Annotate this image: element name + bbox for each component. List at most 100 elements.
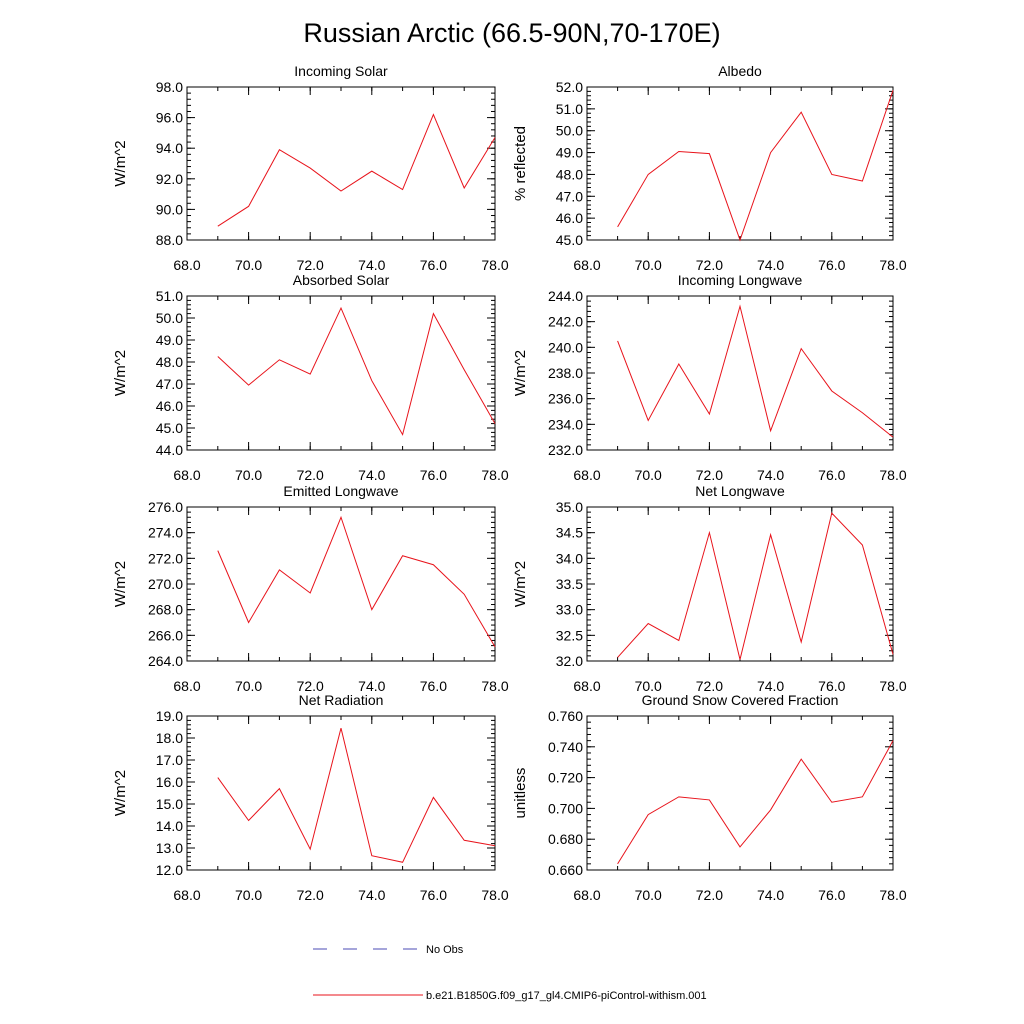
x-tick-label: 70.0	[235, 678, 262, 694]
y-tick-label: 49.0	[156, 332, 183, 348]
legend-label-no-obs: No Obs	[426, 944, 464, 956]
y-tick-label: 46.0	[156, 398, 183, 414]
x-tick-label: 72.0	[696, 467, 723, 483]
plot-frame-emitted-longwave	[186, 506, 496, 662]
y-tick-label: 34.5	[556, 525, 583, 541]
x-tick-label: 74.0	[358, 467, 385, 483]
x-tick-label: 72.0	[297, 257, 324, 273]
y-tick-label: 50.0	[156, 310, 183, 326]
y-tick-label: 272.0	[148, 550, 183, 566]
x-tick-label: 72.0	[696, 678, 723, 694]
x-tick-label: 76.0	[818, 678, 845, 694]
y-tick-label: 33.5	[556, 576, 583, 592]
x-tick-label: 72.0	[696, 887, 723, 903]
panel-title-incoming-longwave: Incoming Longwave	[678, 272, 803, 288]
y-tick-label: 46.0	[556, 210, 583, 226]
panel-title-incoming-solar: Incoming Solar	[294, 63, 388, 79]
y-tick-label: 18.0	[156, 730, 183, 746]
y-tick-label: 19.0	[156, 708, 183, 724]
y-axis-label-emitted-longwave: W/m^2	[112, 561, 129, 607]
x-tick-label: 68.0	[573, 257, 600, 273]
plot-frame-albedo	[586, 86, 894, 241]
x-tick-label: 72.0	[696, 257, 723, 273]
y-tick-label: 17.0	[156, 752, 183, 768]
panel-absorbed-solar: 68.0 70.0 72.0 74.0 76.0 78.0 44.0 45.0 46.0 47.0…	[112, 272, 509, 483]
y-tick-label: 48.0	[156, 354, 183, 370]
y-tick-label: 15.0	[156, 796, 183, 812]
y-tick-label: 98.0	[156, 79, 183, 95]
x-tick-label: 68.0	[173, 678, 200, 694]
y-axis-label-absorbed-solar: W/m^2	[112, 350, 129, 396]
series-line-incoming-longwave	[617, 304, 894, 438]
y-tick-label: 44.0	[156, 442, 183, 458]
y-tick-label: 90.0	[156, 201, 183, 217]
x-tick-label: 68.0	[573, 678, 600, 694]
y-tick-label: 238.0	[548, 365, 583, 381]
panels: 68.0 70.0 72.0 74.0 76.0 78.0 88.0 90.0 92.0 94.0…	[112, 63, 907, 903]
y-axis-label-net-radiation: W/m^2	[112, 770, 129, 816]
x-tick-label: 70.0	[235, 467, 262, 483]
x-tick-label: 70.0	[635, 257, 662, 273]
x-tick-label: 76.0	[420, 467, 447, 483]
x-tick-label: 78.0	[879, 678, 906, 694]
legend-label-model-run: b.e21.B1850G.f09_g17_gl4.CMIP6-piControl…	[426, 990, 707, 1002]
y-tick-label: 270.0	[148, 576, 183, 592]
y-tick-label: 234.0	[548, 416, 583, 432]
x-tick-label: 78.0	[481, 678, 508, 694]
y-tick-label: 274.0	[148, 525, 183, 541]
x-tick-label: 70.0	[635, 678, 662, 694]
y-tick-label: 0.720	[548, 770, 583, 786]
y-tick-label: 51.0	[156, 288, 183, 304]
x-tick-label: 76.0	[818, 467, 845, 483]
series-line-emitted-longwave	[217, 515, 496, 648]
series-line-albedo	[617, 90, 894, 242]
x-tick-label: 68.0	[173, 887, 200, 903]
y-axis-label-net-longwave: W/m^2	[512, 561, 529, 607]
y-axis-label-albedo: % reflected	[512, 126, 529, 201]
x-tick-label: 74.0	[757, 257, 784, 273]
y-tick-label: 88.0	[156, 232, 183, 248]
y-axis-label-incoming-longwave: W/m^2	[512, 350, 529, 396]
panel-net-longwave: 68.0 70.0 72.0 74.0 76.0 78.0 32.0 32.5 33.0 33.5…	[512, 483, 907, 694]
legend: No Obs b.e21.B1850G.f09_g17_gl4.CMIP6-pi…	[313, 944, 707, 1002]
y-tick-label: 0.760	[548, 708, 583, 724]
x-tick-label: 70.0	[235, 887, 262, 903]
panel-title-net-longwave: Net Longwave	[695, 483, 785, 499]
y-tick-label: 242.0	[548, 314, 583, 330]
y-tick-label: 276.0	[148, 499, 183, 515]
x-tick-label: 78.0	[879, 257, 906, 273]
x-tick-label: 70.0	[635, 887, 662, 903]
x-tick-label: 74.0	[757, 467, 784, 483]
x-tick-label: 78.0	[481, 257, 508, 273]
y-tick-label: 14.0	[156, 818, 183, 834]
x-tick-label: 72.0	[297, 887, 324, 903]
y-tick-label: 35.0	[556, 499, 583, 515]
y-tick-label: 16.0	[156, 774, 183, 790]
panel-albedo: 68.0 70.0 72.0 74.0 76.0 78.0 45.0 46.0 47.0 48.0…	[512, 63, 907, 273]
legend-entry-no-obs: No Obs	[313, 944, 464, 956]
series-line-net-radiation	[217, 727, 496, 863]
x-tick-label: 78.0	[879, 887, 906, 903]
series-line-incoming-solar	[217, 113, 496, 227]
panel-ground-snow-covered-fraction: 68.0 70.0 72.0 74.0 76.0 78.0 0.660 0.680 0.700 0…	[512, 692, 907, 903]
panel-incoming-longwave: 68.0 70.0 72.0 74.0 76.0 78.0 232.0 234.0 236.0 2…	[512, 272, 907, 483]
x-tick-label: 68.0	[573, 887, 600, 903]
y-tick-label: 96.0	[156, 110, 183, 126]
y-tick-label: 92.0	[156, 171, 183, 187]
panel-emitted-longwave: 68.0 70.0 72.0 74.0 76.0 78.0 264.0 266.0 268.0 2…	[112, 483, 509, 694]
x-tick-label: 68.0	[173, 467, 200, 483]
y-tick-label: 51.0	[556, 101, 583, 117]
y-tick-label: 268.0	[148, 602, 183, 618]
x-tick-label: 78.0	[481, 467, 508, 483]
x-tick-label: 72.0	[297, 678, 324, 694]
y-axis-label-ground-snow-covered-fraction: unitless	[512, 768, 529, 819]
y-tick-label: 240.0	[548, 339, 583, 355]
plot-frame-net-longwave	[586, 506, 894, 662]
y-tick-label: 0.740	[548, 739, 583, 755]
panel-title-ground-snow-covered-fraction: Ground Snow Covered Fraction	[642, 692, 839, 708]
y-tick-label: 49.0	[556, 145, 583, 161]
x-tick-label: 78.0	[481, 887, 508, 903]
plot-frame-incoming-longwave	[586, 295, 894, 451]
x-tick-label: 74.0	[757, 678, 784, 694]
x-tick-label: 76.0	[420, 887, 447, 903]
